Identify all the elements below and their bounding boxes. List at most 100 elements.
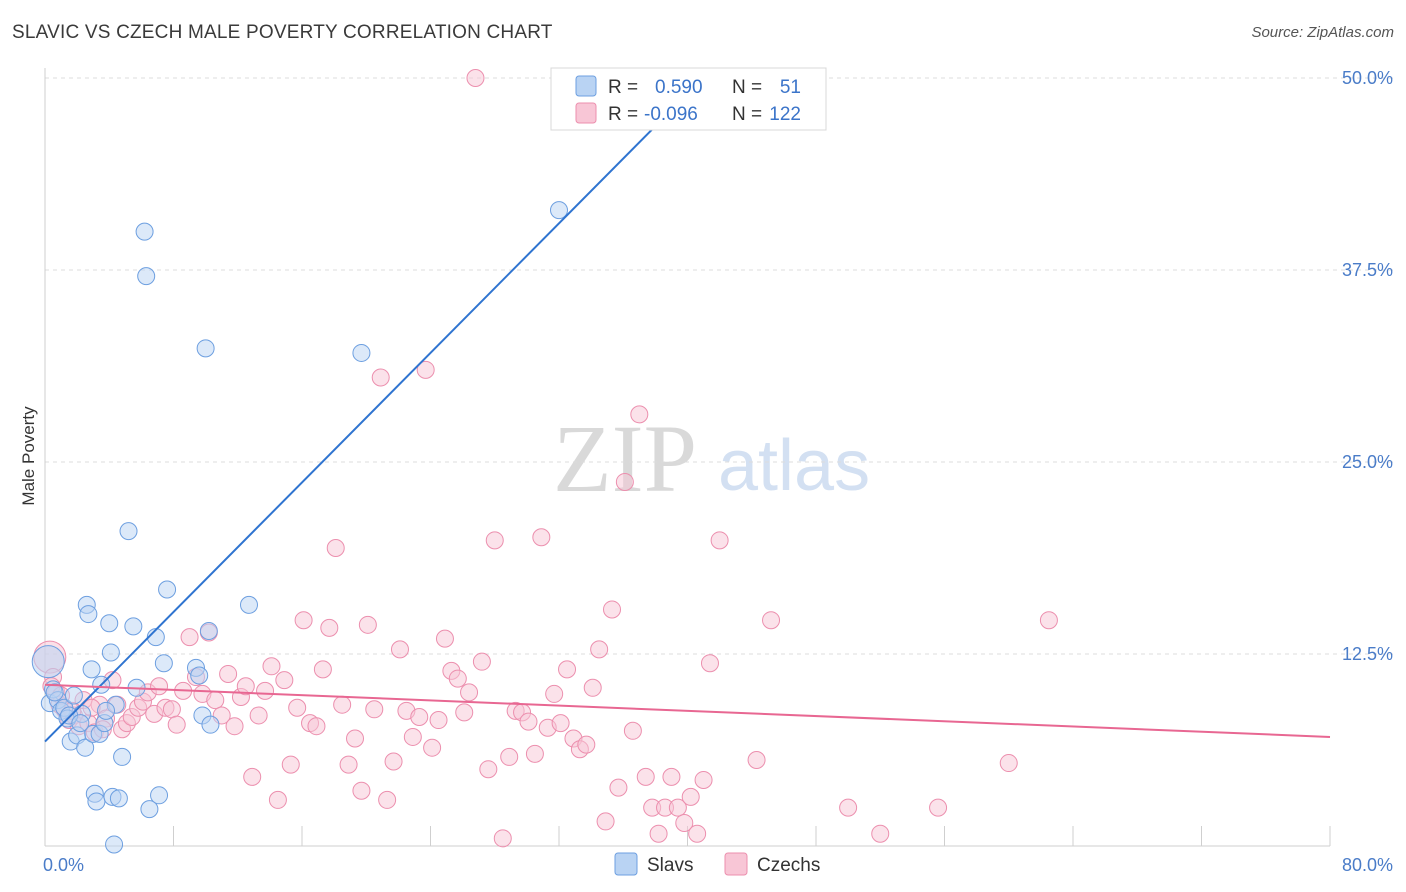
czechs-point	[429, 711, 448, 730]
czechs-point	[558, 660, 577, 679]
legend-slavs-label: Slavs	[647, 855, 693, 876]
czechs-point	[333, 695, 352, 714]
x-tick-label-max: 80.0%	[1342, 855, 1393, 875]
czechs-point	[243, 767, 262, 786]
legend-n-label-slavs: N =	[732, 77, 762, 98]
czechs-point	[615, 472, 634, 491]
czechs-point	[649, 824, 668, 843]
czechs-point	[545, 684, 564, 703]
czechs-point	[320, 618, 339, 637]
czechs-point	[326, 539, 345, 558]
czechs-point	[249, 706, 268, 725]
czechs-point	[268, 790, 287, 809]
czechs-point	[448, 669, 467, 688]
czechs-point	[371, 368, 390, 387]
legend-czechs-label: Czechs	[757, 855, 820, 876]
czechs-point	[603, 600, 622, 619]
legend-czechs-swatch	[575, 102, 597, 124]
czechs-point	[999, 754, 1018, 773]
slavs-point	[109, 789, 128, 808]
czechs-point	[694, 770, 713, 789]
czechs-point	[378, 790, 397, 809]
czechs-point	[472, 652, 491, 671]
czechs-point	[358, 615, 377, 634]
legend-n-value-czechs: 122	[769, 104, 801, 125]
legend-slavs-swatch	[575, 75, 597, 97]
czechs-point	[929, 798, 948, 817]
legend-slavs-marker	[614, 852, 638, 876]
slavs-point	[87, 792, 106, 811]
czechs-point	[262, 657, 281, 676]
czechs-points	[33, 69, 1058, 848]
czechs-point	[747, 750, 766, 769]
slavs-point	[137, 267, 156, 286]
trend-lines	[44, 84, 1331, 743]
czechs-point	[675, 813, 694, 832]
grid	[45, 77, 1395, 655]
y-tick-label: 37.5%	[1342, 260, 1393, 280]
czechs-point	[219, 664, 238, 683]
slavs-point	[101, 643, 120, 662]
slavs-point	[201, 715, 220, 734]
slavs-point	[150, 786, 169, 805]
czechs-point	[583, 678, 602, 697]
slavs-point	[105, 835, 124, 854]
czechs-point	[551, 714, 570, 733]
czechs-point	[609, 778, 628, 797]
czechs-point	[288, 698, 307, 717]
czechs-point	[532, 528, 551, 547]
slavs-point	[190, 666, 209, 685]
czechs-point	[636, 767, 655, 786]
czechs-point	[339, 755, 358, 774]
czechs-point	[871, 824, 890, 843]
legend-r-value-slavs: 0.590	[655, 77, 703, 98]
czechs-point	[479, 760, 498, 779]
czechs-point	[485, 531, 504, 550]
slavs-point	[64, 686, 83, 705]
czechs-point	[281, 755, 300, 774]
czechs-point	[365, 700, 384, 719]
czechs-point	[668, 798, 687, 817]
czechs-point	[435, 629, 454, 648]
czechs-point	[390, 640, 409, 659]
slavs-point	[135, 222, 154, 241]
slavs-point	[100, 614, 119, 633]
slavs-point	[196, 339, 215, 358]
czechs-point	[403, 727, 422, 746]
czechs-point	[313, 660, 332, 679]
chart-title: SLAVIC VS CZECH MALE POVERTY CORRELATION…	[12, 22, 553, 43]
slavs-point	[45, 683, 64, 702]
czechs-point	[162, 700, 181, 719]
czechs-point	[493, 829, 512, 848]
czechs-point	[630, 405, 649, 424]
y-tick-label: 12.5%	[1342, 644, 1393, 664]
slavs-point	[158, 580, 177, 599]
czechs-point	[150, 677, 169, 696]
legend-r-label-slavs: R =	[608, 77, 638, 98]
czechs-point	[839, 798, 858, 817]
watermark-zip: ZIP	[553, 405, 697, 512]
y-axis-label: Male Poverty	[19, 406, 38, 506]
slavs-point	[76, 738, 95, 757]
slavs-point	[113, 747, 132, 766]
legend-czechs-marker	[724, 852, 748, 876]
legend-n-value-slavs: 51	[780, 77, 801, 98]
tick-labels: 12.5% 25.0% 37.5% 50.0% 0.0% 80.0%	[43, 68, 1393, 875]
slavs-point	[79, 605, 98, 624]
slavs-point	[31, 645, 65, 679]
czechs-point	[225, 717, 244, 736]
czechs-point	[681, 787, 700, 806]
czechs-point	[596, 812, 615, 831]
czechs-point	[762, 611, 781, 630]
slavs-point	[352, 343, 371, 362]
czechs-point	[236, 677, 255, 696]
slavs-point	[124, 617, 143, 636]
y-tick-label: 50.0%	[1342, 68, 1393, 88]
czechs-point	[455, 703, 474, 722]
czechs-point	[256, 681, 275, 700]
slavs-point	[239, 595, 258, 614]
czechs-point	[423, 738, 442, 757]
czechs-point	[384, 752, 403, 771]
czechs-point	[519, 712, 538, 731]
slavs-point	[550, 201, 568, 220]
